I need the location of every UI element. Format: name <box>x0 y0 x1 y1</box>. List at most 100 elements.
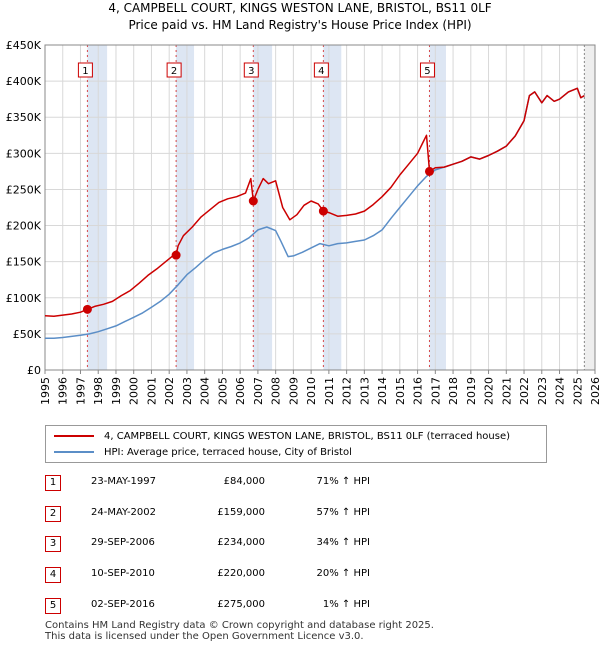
sale-row: 3 29-SEP-2006 £234,000 34% ↑ HPI <box>45 531 545 562</box>
legend: 4, CAMPBELL COURT, KINGS WESTON LANE, BR… <box>45 425 547 463</box>
sale-row: 5 02-SEP-2016 £275,000 1% ↑ HPI <box>45 593 545 624</box>
sale-date: 02-SEP-2016 <box>91 598 155 610</box>
sale-label: 3 <box>248 66 254 77</box>
x-tick-label: 2017 <box>429 377 442 405</box>
x-tick-label: 2025 <box>571 377 584 405</box>
sale-number-badge: 1 <box>45 475 61 491</box>
forecast-region <box>584 45 595 370</box>
sale-hpi-change: 57% ↑ HPI <box>316 506 370 518</box>
shaded-range <box>87 45 108 370</box>
x-tick-label: 2008 <box>270 377 283 405</box>
x-tick-label: 2009 <box>287 377 300 405</box>
legend-swatch-hpi <box>54 451 94 453</box>
x-tick-label: 2023 <box>536 377 549 405</box>
x-tick-label: 2001 <box>145 377 158 405</box>
x-tick-label: 2018 <box>447 377 460 405</box>
sale-label-box <box>166 62 182 78</box>
sale-date: 24-MAY-2002 <box>91 506 157 518</box>
sale-number-badge: 5 <box>45 597 61 614</box>
x-tick-label: 2005 <box>216 377 229 405</box>
sale-row: 2 24-MAY-2002 £159,000 57% ↑ HPI <box>45 501 545 532</box>
y-tick-label: £350K <box>6 111 42 124</box>
x-tick-label: 2015 <box>394 377 407 405</box>
sale-price: £159,000 <box>217 506 265 518</box>
chart-title: 4, CAMPBELL COURT, KINGS WESTON LANE, BR… <box>108 1 492 15</box>
x-tick-label: 2004 <box>199 377 212 405</box>
x-tick-label: 1995 <box>39 377 52 405</box>
sale-number-badge: 4 <box>45 567 61 584</box>
sales-table: 1 23-MAY-1997 £84,000 71% ↑ HPI 2 24-MAY… <box>45 470 545 623</box>
sale-point <box>248 196 258 206</box>
shaded-range <box>176 45 195 370</box>
legend-swatch-property <box>54 435 94 437</box>
sale-row: 1 23-MAY-1997 £84,000 71% ↑ HPI <box>45 470 545 501</box>
sale-price: £84,000 <box>223 476 265 487</box>
x-tick-label: 2024 <box>554 377 567 405</box>
plot-frame <box>44 44 596 371</box>
x-tick-label: 2006 <box>234 377 247 405</box>
sale-label: 4 <box>318 66 324 77</box>
x-tick-label: 2014 <box>376 377 389 405</box>
x-tick-label: 2010 <box>305 377 318 405</box>
x-tick-label: 2002 <box>163 377 176 405</box>
shaded-range <box>429 45 446 370</box>
x-tick-label: 2000 <box>128 377 141 405</box>
x-tick-label: 2022 <box>518 377 531 405</box>
x-tick-label: 1996 <box>57 377 70 405</box>
sale-point <box>82 304 92 314</box>
x-tick-label: 2019 <box>465 377 478 405</box>
y-tick-label: £150K <box>6 256 42 269</box>
sale-hpi-change: 34% ↑ HPI <box>316 537 370 549</box>
shaded-range <box>253 45 273 370</box>
sale-row: 4 10-SEP-2010 £220,000 20% ↑ HPI <box>45 562 545 593</box>
sale-label: 2 <box>171 66 177 77</box>
series-line-property <box>44 87 585 317</box>
price-chart: £0 £50K £100K £150K £200K £250K £300K £350K £400… <box>6 39 600 405</box>
sale-label-box <box>313 62 329 78</box>
footer-license: This data is licensed under the Open Gov… <box>45 631 364 642</box>
legend-item-hpi: HPI: Average price, terraced house, City… <box>54 444 352 460</box>
x-tick-label: 2007 <box>252 377 265 405</box>
y-tick-label: £400K <box>6 75 42 88</box>
sale-label-box <box>77 62 93 78</box>
x-tick-label: 1997 <box>74 377 87 405</box>
y-tick-label: £100K <box>6 292 42 305</box>
sale-point <box>318 206 328 216</box>
sale-date: 10-SEP-2010 <box>91 568 155 580</box>
footer-copyright: Contains HM Land Registry data © Crown c… <box>45 620 434 631</box>
legend-label-hpi: HPI: Average price, terraced house, City… <box>104 446 352 458</box>
x-tick-label: 2012 <box>341 377 354 405</box>
x-tick-label: 1999 <box>110 377 123 405</box>
sale-label: 5 <box>424 66 430 77</box>
x-tick-label: 2003 <box>181 377 194 405</box>
footer: Contains HM Land Registry data © Crown c… <box>45 620 434 642</box>
sale-price: £220,000 <box>217 568 265 580</box>
shaded-range <box>323 45 342 370</box>
x-tick-label: 2021 <box>500 377 513 405</box>
sale-hpi-change: 20% ↑ HPI <box>316 568 370 580</box>
sale-point <box>424 166 434 176</box>
sale-label-box <box>243 62 259 78</box>
sale-number-badge: 2 <box>45 505 61 522</box>
x-tick-label: 1998 <box>92 377 105 405</box>
y-tick-label: £250K <box>6 183 42 196</box>
y-tick-label: £0 <box>27 364 41 377</box>
x-tick-label: 2020 <box>483 377 496 405</box>
sale-date: 23-MAY-1997 <box>91 476 157 487</box>
x-tick-label: 2013 <box>358 377 371 405</box>
x-tick-label: 2026 <box>589 377 600 405</box>
sale-label-box <box>419 62 435 78</box>
legend-label-property: 4, CAMPBELL COURT, KINGS WESTON LANE, BR… <box>104 430 511 442</box>
sale-hpi-change: 1% ↑ HPI <box>322 598 370 610</box>
sale-hpi-change: 71% ↑ HPI <box>316 476 370 487</box>
y-tick-label: £200K <box>6 220 42 233</box>
legend-item-property: 4, CAMPBELL COURT, KINGS WESTON LANE, BR… <box>54 428 510 444</box>
x-tick-label: 2011 <box>323 377 336 405</box>
y-tick-label: £300K <box>6 147 42 160</box>
y-tick-label: £50K <box>13 328 42 341</box>
sale-date: 29-SEP-2006 <box>91 537 155 549</box>
sale-label: 1 <box>82 66 88 77</box>
x-tick-label: 2016 <box>412 377 425 405</box>
y-tick-label: £450K <box>6 39 42 52</box>
sale-number-badge: 3 <box>45 536 61 553</box>
